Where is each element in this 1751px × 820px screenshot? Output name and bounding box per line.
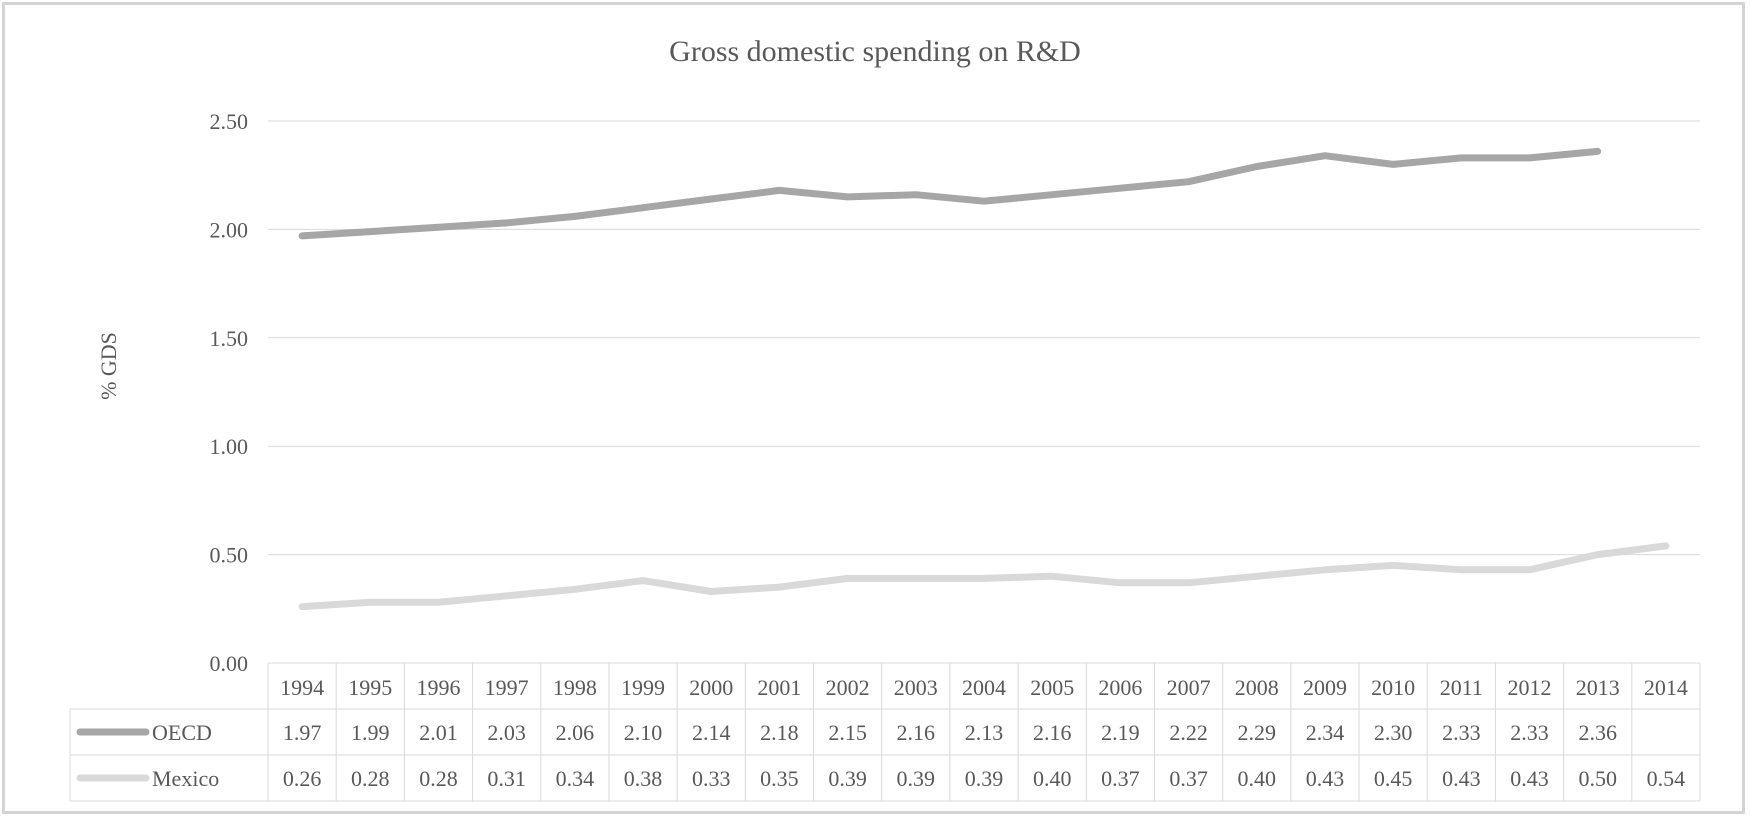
- data-label: 2.13: [965, 720, 1004, 745]
- data-label: 0.39: [897, 766, 936, 791]
- data-label: 0.28: [419, 766, 458, 791]
- data-label: 2.14: [692, 720, 731, 745]
- data-label: 0.37: [1101, 766, 1140, 791]
- x-tick-label: 2001: [757, 675, 801, 700]
- y-tick-label: 0.00: [210, 651, 249, 676]
- data-label: 1.97: [283, 720, 322, 745]
- data-label: 0.43: [1306, 766, 1345, 791]
- data-label: 2.16: [1033, 720, 1072, 745]
- x-tick-label: 2007: [1167, 675, 1211, 700]
- x-tick-label: 2004: [962, 675, 1006, 700]
- x-tick-label: 2005: [1030, 675, 1074, 700]
- data-label: 2.03: [487, 720, 526, 745]
- data-label: 0.40: [1033, 766, 1072, 791]
- data-label: 2.19: [1101, 720, 1140, 745]
- data-label: 0.54: [1647, 766, 1686, 791]
- data-label: 0.50: [1578, 766, 1617, 791]
- data-label: 0.45: [1374, 766, 1413, 791]
- y-axis-label: % GDS: [96, 332, 121, 400]
- data-label: 0.33: [692, 766, 731, 791]
- x-tick-label: 2012: [1508, 675, 1552, 700]
- x-tick-label: 1995: [348, 675, 392, 700]
- series-line-mexico: [298, 542, 1670, 611]
- data-label: 2.01: [419, 720, 458, 745]
- x-tick-label: 2014: [1644, 675, 1688, 700]
- x-tick-label: 2002: [826, 675, 870, 700]
- y-tick-label: 2.50: [210, 109, 249, 134]
- x-tick-label: 1996: [416, 675, 460, 700]
- data-label: 2.33: [1510, 720, 1549, 745]
- data-label: 1.99: [351, 720, 390, 745]
- legend-label-oecd: OECD: [152, 720, 212, 745]
- x-tick-label: 2006: [1098, 675, 1142, 700]
- chart-title: Gross domestic spending on R&D: [669, 35, 1081, 68]
- x-tick-label: 2013: [1576, 675, 1620, 700]
- data-label: 2.15: [828, 720, 867, 745]
- data-label: 0.38: [624, 766, 663, 791]
- data-label: 2.22: [1169, 720, 1208, 745]
- data-label: 0.26: [283, 766, 322, 791]
- x-tick-label: 2011: [1440, 675, 1483, 700]
- data-label: 0.43: [1510, 766, 1549, 791]
- data-label: 2.10: [624, 720, 663, 745]
- legend-label-mexico: Mexico: [152, 766, 219, 791]
- x-tick-label: 2009: [1303, 675, 1347, 700]
- data-label: 2.18: [760, 720, 799, 745]
- data-table: 1994 1995 1996 1997 1998 1999 2000 2001 2002 2003…: [69, 662, 1701, 802]
- data-label: 2.16: [897, 720, 936, 745]
- y-tick-label: 1.00: [210, 434, 249, 459]
- series-lines: [298, 147, 1670, 611]
- series-line-oecd: [298, 147, 1602, 240]
- x-tick-label: 1997: [485, 675, 529, 700]
- x-tick-label: 2000: [689, 675, 733, 700]
- data-label: 2.30: [1374, 720, 1413, 745]
- y-tick-label: 1.50: [210, 326, 249, 351]
- data-label: 0.37: [1169, 766, 1208, 791]
- data-label: 0.28: [351, 766, 390, 791]
- data-label: 0.34: [556, 766, 595, 791]
- data-label: 0.35: [760, 766, 799, 791]
- x-tick-label: 2008: [1235, 675, 1279, 700]
- data-label: 2.29: [1238, 720, 1277, 745]
- y-axis-ticks: 0.00 0.50 1.00 1.50 2.00 2.50: [210, 109, 249, 676]
- data-label: 0.40: [1238, 766, 1277, 791]
- x-tick-label: 2003: [894, 675, 938, 700]
- data-label: 0.43: [1442, 766, 1481, 791]
- x-tick-label: 2010: [1371, 675, 1415, 700]
- data-label: 0.39: [965, 766, 1004, 791]
- data-label: 2.33: [1442, 720, 1481, 745]
- data-label: 0.39: [828, 766, 867, 791]
- x-tick-label: 1994: [280, 675, 324, 700]
- data-label: 2.36: [1578, 720, 1617, 745]
- data-label: 2.34: [1306, 720, 1345, 745]
- y-tick-label: 2.00: [210, 217, 249, 242]
- data-label: 2.06: [556, 720, 595, 745]
- x-tick-label: 1999: [621, 675, 665, 700]
- data-label: 0.31: [487, 766, 526, 791]
- y-tick-label: 0.50: [210, 543, 249, 568]
- x-tick-label: 1998: [553, 675, 597, 700]
